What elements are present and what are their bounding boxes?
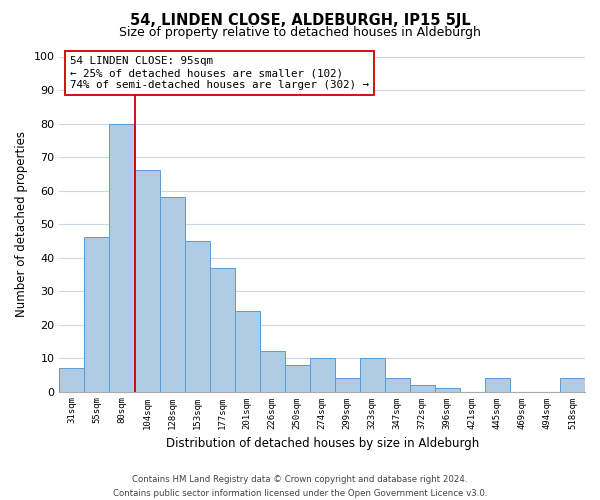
Bar	[109, 124, 134, 392]
Text: Contains HM Land Registry data © Crown copyright and database right 2024.
Contai: Contains HM Land Registry data © Crown c…	[113, 476, 487, 498]
X-axis label: Distribution of detached houses by size in Aldeburgh: Distribution of detached houses by size …	[166, 437, 479, 450]
Bar	[260, 352, 284, 392]
Bar	[360, 358, 385, 392]
Bar	[160, 197, 185, 392]
Bar	[134, 170, 160, 392]
Y-axis label: Number of detached properties: Number of detached properties	[15, 131, 28, 317]
Bar	[310, 358, 335, 392]
Bar	[59, 368, 85, 392]
Bar	[335, 378, 360, 392]
Text: 54 LINDEN CLOSE: 95sqm
← 25% of detached houses are smaller (102)
74% of semi-de: 54 LINDEN CLOSE: 95sqm ← 25% of detached…	[70, 56, 369, 90]
Bar	[385, 378, 410, 392]
Bar	[185, 241, 209, 392]
Bar	[560, 378, 585, 392]
Bar	[235, 311, 260, 392]
Text: Size of property relative to detached houses in Aldeburgh: Size of property relative to detached ho…	[119, 26, 481, 39]
Bar	[410, 385, 435, 392]
Text: 54, LINDEN CLOSE, ALDEBURGH, IP15 5JL: 54, LINDEN CLOSE, ALDEBURGH, IP15 5JL	[130, 12, 470, 28]
Bar	[209, 268, 235, 392]
Bar	[435, 388, 460, 392]
Bar	[485, 378, 510, 392]
Bar	[85, 238, 109, 392]
Bar	[284, 365, 310, 392]
